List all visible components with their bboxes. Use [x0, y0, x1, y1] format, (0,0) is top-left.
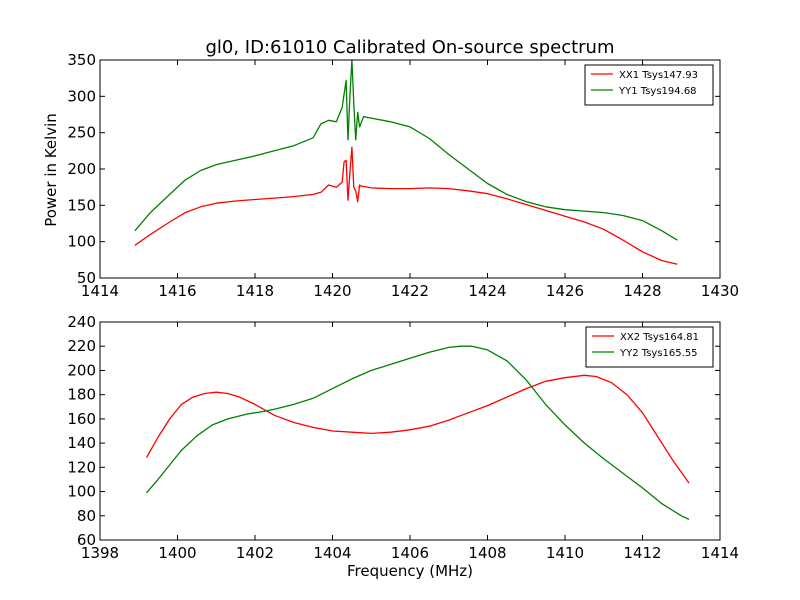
x-tick-label: 1398: [81, 544, 119, 562]
y-tick-label: 150: [67, 196, 96, 214]
x-tick-label: 1408: [468, 544, 506, 562]
series-line-1-2: [134, 59, 678, 241]
y-tick-label: 200: [67, 160, 96, 178]
y-tick-label: 350: [67, 51, 96, 69]
x-tick-label: 1406: [391, 544, 429, 562]
series-line-2-2: [146, 345, 690, 520]
x-tick-label: 1422: [391, 282, 429, 300]
legend-box: [585, 326, 714, 368]
y-tick-label: 50: [77, 269, 96, 287]
x-axis-label: Frequency (MHz): [347, 562, 473, 580]
y-tick-label: 140: [67, 434, 96, 452]
y-tick-label: 60: [77, 531, 96, 549]
x-tick-label: 1412: [623, 544, 661, 562]
y-tick-label: 160: [67, 410, 96, 428]
x-tick-label: 1402: [236, 544, 274, 562]
x-tick-label: 1400: [158, 544, 196, 562]
legend: XX1 Tsys147.93 YY1 Tsys194.68: [584, 64, 714, 106]
x-tick-label: 1424: [468, 282, 506, 300]
y-tick-label: 250: [67, 124, 96, 142]
y-tick-label: 220: [67, 337, 96, 355]
x-tick-label: 1418: [236, 282, 274, 300]
x-tick-label: 1416: [158, 282, 196, 300]
y-tick-label: 100: [67, 483, 96, 501]
x-tick-label: 1404: [313, 544, 351, 562]
legend: XX2 Tsys164.81 YY2 Tsys165.55: [585, 326, 714, 368]
chart-panel-1: 1414 1416 1418 1420 1422 1424 1426 1428 1430 50 10…: [67, 51, 739, 300]
y-tick-label: 200: [67, 361, 96, 379]
x-tick-label: 1414: [81, 282, 119, 300]
x-tick-label: 1420: [313, 282, 351, 300]
series-line-2-1: [145, 374, 690, 484]
legend-label: YY2 Tsys165.55: [619, 348, 698, 359]
y-tick-label: 180: [67, 386, 96, 404]
y-tick-label: 120: [67, 458, 96, 476]
y-tick-label: 80: [77, 507, 96, 525]
x-tick-label: 1428: [623, 282, 661, 300]
y-axis-label: Power in Kelvin: [42, 113, 60, 227]
series-line-1-1: [134, 146, 678, 265]
x-tick-label: 1414: [701, 544, 739, 562]
y-tick-label: 240: [67, 313, 96, 331]
chart-title: gl0, ID:61010 Calibrated On-source spect…: [205, 37, 614, 58]
x-tick-label: 1410: [546, 544, 584, 562]
x-tick-label: 1430: [701, 282, 739, 300]
legend-box: [584, 64, 714, 106]
legend-label: XX1 Tsys147.93: [619, 70, 698, 81]
y-tick-label: 100: [67, 233, 96, 251]
legend-label: XX2 Tsys164.81: [620, 332, 699, 343]
legend-label: YY1 Tsys194.68: [618, 86, 697, 97]
chart-panel-2: 1398 1400 1402 1404 1406 1408 1410 1412 1414 60 80…: [67, 313, 739, 562]
x-tick-label: 1426: [546, 282, 584, 300]
y-tick-label: 300: [67, 87, 96, 105]
